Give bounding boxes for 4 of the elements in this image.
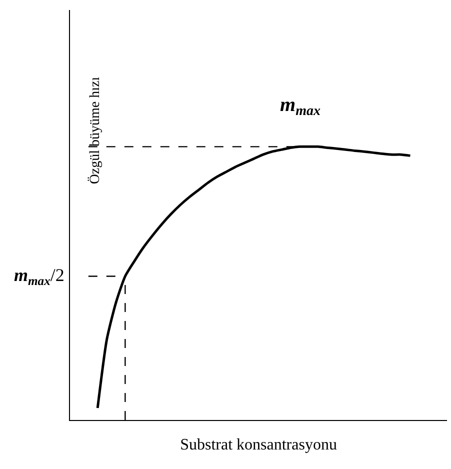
y-axis-title: Özgül büyüme hızı	[86, 76, 103, 184]
ref-line-label: m$_{max}$/2	[14, 265, 64, 288]
ref-line-label: m$_{max}$	[280, 94, 320, 120]
x-axis-title: Substrat konsantrasyonu	[180, 436, 337, 454]
